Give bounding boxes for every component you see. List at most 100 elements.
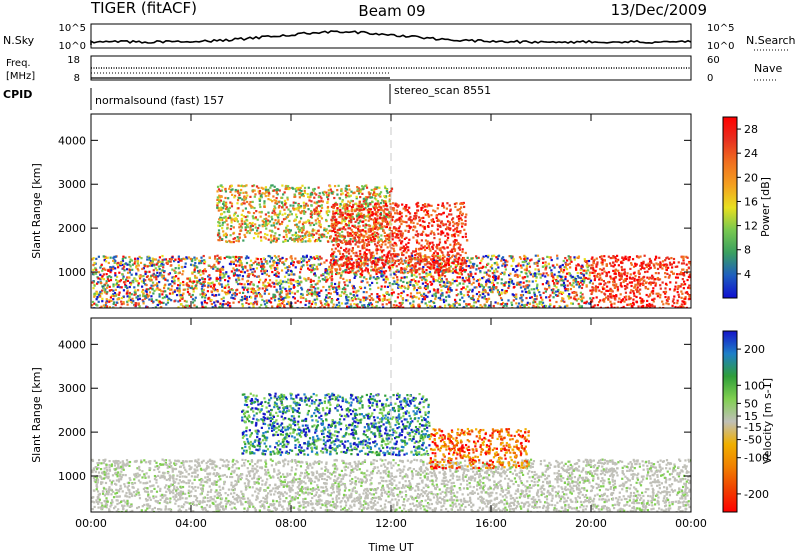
heatmap-cell (444, 270, 447, 273)
heatmap-cell (670, 263, 674, 266)
heatmap-cell (541, 274, 544, 277)
heatmap-cell (302, 194, 305, 198)
heatmap-cell (97, 293, 101, 296)
heatmap-cell (104, 301, 108, 304)
heatmap-cell (639, 264, 642, 267)
heatmap-cell (612, 255, 615, 258)
heatmap-cell (562, 279, 565, 282)
heatmap-cell (292, 208, 296, 211)
heatmap-cell (151, 259, 154, 262)
heatmap-cell (410, 279, 413, 282)
heatmap-cell (334, 201, 337, 205)
heatmap-cell (274, 267, 277, 270)
heatmap-cell (286, 292, 289, 295)
heatmap-cell (255, 232, 258, 236)
heatmap-cell (360, 204, 363, 207)
heatmap-cell (359, 287, 363, 290)
heatmap-cell (407, 264, 410, 267)
heatmap-cell (397, 230, 400, 233)
heatmap-cell (297, 188, 300, 191)
heatmap-cell (198, 262, 201, 265)
heatmap-cell (575, 299, 579, 302)
heatmap-cell (612, 283, 615, 286)
heatmap-cell (143, 263, 146, 266)
heatmap-cell (378, 192, 382, 195)
heatmap-cell (583, 269, 586, 272)
heatmap-cell (144, 272, 147, 276)
heatmap-cell (315, 298, 319, 301)
heatmap-cell (335, 255, 338, 258)
heatmap-cell (147, 278, 151, 281)
heatmap-cell (252, 287, 256, 291)
heatmap-cell (119, 279, 123, 282)
heatmap-cell (366, 270, 370, 273)
heatmap-cell (129, 258, 132, 261)
heatmap-cell (241, 295, 244, 299)
heatmap-cell (303, 186, 307, 190)
heatmap-cell (100, 277, 103, 280)
heatmap-cell (133, 286, 136, 289)
heatmap-cell (232, 301, 235, 304)
heatmap-cell (118, 297, 121, 301)
heatmap-cell (687, 286, 690, 289)
heatmap-cell (314, 287, 317, 290)
heatmap-cell (234, 294, 237, 297)
heatmap-cell (649, 276, 652, 279)
heatmap-cell (471, 305, 474, 308)
heatmap-cell (316, 282, 319, 285)
heatmap-cell (309, 193, 312, 196)
heatmap-cell (304, 235, 307, 238)
heatmap-cell (673, 289, 676, 292)
heatmap-cell (459, 291, 462, 294)
heatmap-cell (421, 276, 424, 279)
heatmap-cell (672, 272, 675, 275)
heatmap-cell (263, 200, 266, 203)
heatmap-cell (563, 284, 566, 287)
heatmap-cell (486, 299, 489, 302)
heatmap-cell (114, 288, 117, 292)
heatmap-cell (539, 296, 543, 299)
heatmap-cell (556, 294, 559, 297)
heatmap-cell (607, 255, 610, 258)
heatmap-cell (484, 266, 487, 269)
heatmap-cell (564, 256, 567, 260)
heatmap-cell (510, 303, 514, 307)
heatmap-cell (249, 226, 252, 229)
heatmap-cell (342, 277, 345, 281)
heatmap-cell (548, 256, 551, 259)
heatmap-cell (238, 264, 241, 267)
heatmap-cell (326, 198, 330, 201)
heatmap-cell (631, 276, 635, 279)
heatmap-cell (129, 283, 132, 286)
heatmap-cell (415, 275, 418, 278)
cpid-segment-2: stereo_scan 8551 (394, 84, 491, 97)
heatmap-cell (510, 256, 513, 259)
heatmap-cell (307, 276, 310, 280)
heatmap-cell (586, 277, 590, 280)
heatmap-cell (591, 282, 595, 285)
heatmap-cell (458, 272, 462, 275)
heatmap-cell (609, 300, 612, 303)
heatmap-cell (171, 276, 174, 279)
heatmap-cell (188, 278, 191, 281)
heatmap-cell (122, 302, 125, 305)
heatmap-cell (252, 283, 255, 287)
heatmap-cell (426, 295, 429, 298)
heatmap-cell (301, 222, 305, 226)
heatmap-cell (272, 189, 275, 192)
heatmap-cell (481, 296, 484, 299)
heatmap-cell (388, 210, 391, 213)
heatmap-cell (356, 189, 359, 193)
heatmap-cell (464, 288, 468, 291)
heatmap-cell (510, 301, 513, 304)
heatmap-cell (635, 300, 638, 303)
heatmap-cell (333, 218, 336, 221)
heatmap-cell (142, 280, 145, 283)
heatmap-cell (220, 212, 224, 215)
heatmap-cell (217, 238, 220, 242)
heatmap-cell (641, 298, 644, 301)
heatmap-cell (348, 271, 351, 274)
heatmap-cell (612, 265, 615, 268)
heatmap-cell (686, 256, 689, 259)
heatmap-cell (685, 291, 689, 294)
